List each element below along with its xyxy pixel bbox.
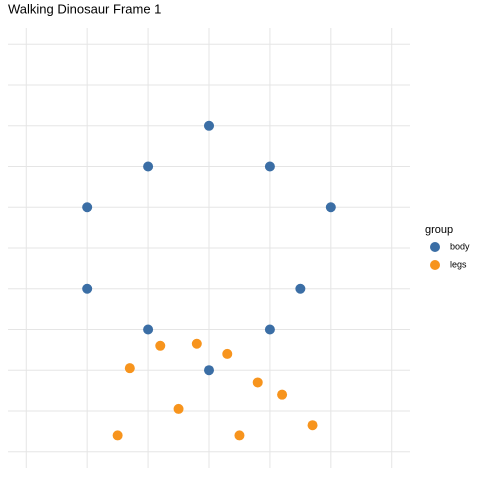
point <box>234 430 245 441</box>
point <box>325 202 336 213</box>
point <box>204 120 214 131</box>
legend-label: legs <box>450 259 467 269</box>
point <box>252 377 263 388</box>
point <box>295 283 306 294</box>
point <box>264 161 275 172</box>
point <box>277 389 288 400</box>
point <box>82 283 93 294</box>
point <box>264 324 275 335</box>
legend-swatch <box>430 260 440 270</box>
point <box>191 338 202 349</box>
point <box>82 202 93 213</box>
legend-label: body <box>450 241 470 251</box>
point <box>143 324 154 335</box>
point <box>112 430 123 441</box>
legend-swatch <box>430 242 440 252</box>
legend-title: group <box>425 224 453 236</box>
point <box>307 420 318 431</box>
point <box>173 403 184 414</box>
point <box>143 161 154 172</box>
chart-title: Walking Dinosaur Frame 1 <box>8 1 161 16</box>
point <box>155 340 166 351</box>
point <box>124 363 135 374</box>
point <box>204 365 214 376</box>
point <box>222 348 233 359</box>
